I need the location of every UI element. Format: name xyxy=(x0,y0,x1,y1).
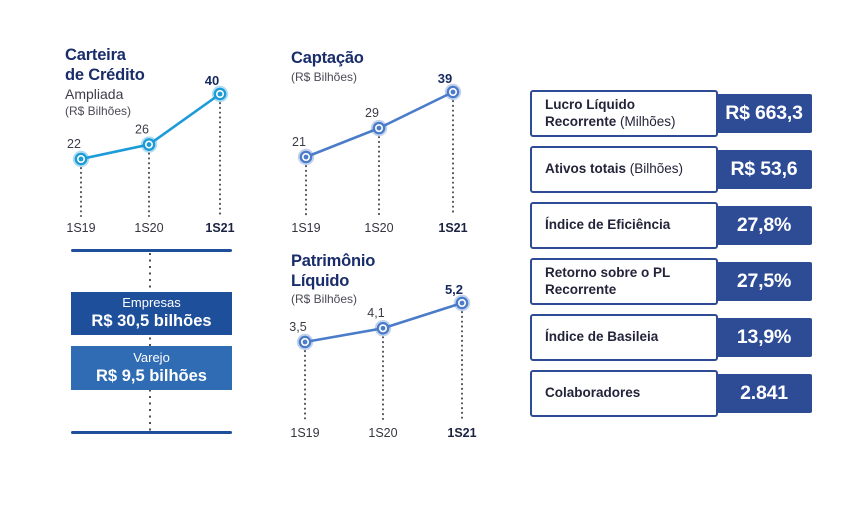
marker-dot xyxy=(459,300,465,306)
value-label: 4,1 xyxy=(367,306,384,320)
kpi-value-box: 13,9% xyxy=(716,318,812,357)
kpi-value: 27,8% xyxy=(736,214,792,236)
value-label: 21 xyxy=(292,135,306,149)
breakdown-top-rule xyxy=(71,249,232,252)
kpi-label-box: Colaboradores xyxy=(530,370,718,417)
x-tick-label: 1S21 xyxy=(447,426,476,440)
x-tick-label: 1S19 xyxy=(291,221,320,235)
kpi-label-bold: Colaboradores xyxy=(545,385,641,401)
x-tick-label: 1S20 xyxy=(134,221,163,235)
value-label: 22 xyxy=(67,137,81,151)
marker-halo xyxy=(297,148,315,166)
kpi-value-box: 27,5% xyxy=(716,262,812,301)
marker-dot xyxy=(303,154,309,160)
kpi-row-indice-eficiencia: Índice de Eficiência 27,8% xyxy=(530,202,812,249)
value-label: 5,2 xyxy=(445,282,463,297)
chart-title-line: Carteira xyxy=(65,46,126,64)
x-tick-label: 1S21 xyxy=(205,221,234,235)
marker-dot xyxy=(78,156,84,162)
value-label: 26 xyxy=(135,123,149,137)
chart-title-line: Líquido xyxy=(291,271,350,290)
marker-dot xyxy=(302,339,308,345)
chart-title-line: de Crédito xyxy=(65,65,145,84)
x-tick-label: 1S19 xyxy=(66,221,95,235)
segment-value: R$ 9,5 bilhões xyxy=(96,366,207,385)
kpi-row-lucro-liquido: Lucro Líquido Recorrente (Milhões) R$ 66… xyxy=(530,90,812,137)
x-tick-label: 1S21 xyxy=(438,221,467,235)
x-tick-label: 1S20 xyxy=(368,426,397,440)
varejo-segment-box: Varejo R$ 9,5 bilhões xyxy=(71,346,232,390)
x-tick-label: 1S19 xyxy=(290,426,319,440)
captacao-chart-title: Captação xyxy=(291,49,364,69)
segment-label: Varejo xyxy=(133,349,170,365)
kpi-value-box: R$ 53,6 xyxy=(716,150,812,189)
kpi-row-retorno-pl: Retorno sobre o PL Recorrente 27,5% xyxy=(530,258,812,305)
marker-halo xyxy=(370,119,388,137)
kpi-label-bold: Ativos totais xyxy=(545,161,627,177)
marker-dot xyxy=(376,125,382,131)
marker-halo xyxy=(72,150,90,168)
captacao-chart-unit: (R$ Bilhões) xyxy=(291,70,358,84)
patrimonio-chart-title: Patrimônio Líquido xyxy=(291,252,375,291)
breakdown-dotted-connector xyxy=(149,253,151,431)
kpi-value-box: 2.841 xyxy=(716,374,812,413)
breakdown-bottom-rule xyxy=(71,431,232,434)
segment-label: Empresas xyxy=(122,295,181,311)
marker-dot xyxy=(380,325,386,331)
kpi-label-box: Retorno sobre o PL Recorrente xyxy=(530,258,718,305)
kpi-value: 27,5% xyxy=(736,270,792,292)
x-tick-label: 1S20 xyxy=(364,221,393,235)
marker-halo xyxy=(444,83,462,101)
kpi-label-note: (Bilhões) xyxy=(629,161,684,177)
kpi-row-colaboradores: Colaboradores 2.841 xyxy=(530,370,812,417)
kpi-label-box: Índice de Eficiência xyxy=(530,202,718,249)
value-label: 40 xyxy=(205,73,219,88)
kpi-label-note: (Milhões) xyxy=(620,113,676,129)
marker-dot xyxy=(146,142,152,147)
kpi-value-box: R$ 663,3 xyxy=(716,94,812,133)
chart-title-line: Captação xyxy=(291,49,364,67)
kpi-row-indice-basileia: Índice de Basileia 13,9% xyxy=(530,314,812,361)
kpi-label-bold: Índice de Eficiência xyxy=(545,217,671,233)
value-label: 3,5 xyxy=(289,320,306,334)
marker-dot xyxy=(450,89,456,95)
patrimonio-chart-unit: (R$ Bilhões) xyxy=(291,292,358,306)
kpi-value: R$ 53,6 xyxy=(730,158,798,180)
marker-halo xyxy=(296,333,314,351)
value-label: 39 xyxy=(438,71,452,86)
carteira-chart-title: Carteira de Crédito xyxy=(65,46,145,85)
captacao-line-chart: 21 1S19 29 1S20 39 1S21 xyxy=(291,71,467,235)
carteira-chart-subtitle: Ampliada xyxy=(65,86,124,102)
marker-halo xyxy=(453,294,471,312)
marker-halo xyxy=(211,85,229,103)
carteira-chart-unit: (R$ Bilhões) xyxy=(65,104,132,118)
chart-title-line: Patrimônio xyxy=(291,252,376,270)
kpi-value: R$ 663,3 xyxy=(725,102,803,124)
kpi-column: Lucro Líquido Recorrente (Milhões) R$ 66… xyxy=(530,90,812,426)
kpi-label-bold: Índice de Basileia xyxy=(545,329,659,345)
carteira-credito-line-chart: 22 1S19 26 1S20 40 1S21 xyxy=(66,73,234,235)
kpi-value: 13,9% xyxy=(736,326,792,348)
kpi-value: 2.841 xyxy=(740,382,788,404)
empresas-segment-box: Empresas R$ 30,5 bilhões xyxy=(71,292,232,335)
kpi-value-box: 27,8% xyxy=(716,206,812,245)
kpi-label-box: Ativos totais (Bilhões) xyxy=(530,146,718,193)
kpi-label-box: Índice de Basileia xyxy=(530,314,718,361)
kpi-label-bold: Lucro Líquido Recorrente xyxy=(545,97,635,129)
kpi-label-box: Lucro Líquido Recorrente (Milhões) xyxy=(530,90,718,137)
marker-halo xyxy=(374,320,392,337)
kpi-label-bold: Retorno sobre o PL Recorrente xyxy=(545,265,671,297)
patrimonio-liquido-line-chart: 3,5 1S19 4,1 1S20 5,2 1S21 xyxy=(289,282,476,440)
value-label: 29 xyxy=(365,106,379,120)
marker-dot xyxy=(217,91,223,97)
marker-halo xyxy=(140,136,158,153)
segment-value: R$ 30,5 bilhões xyxy=(91,312,212,331)
kpi-row-ativos-totais: Ativos totais (Bilhões) R$ 53,6 xyxy=(530,146,812,193)
